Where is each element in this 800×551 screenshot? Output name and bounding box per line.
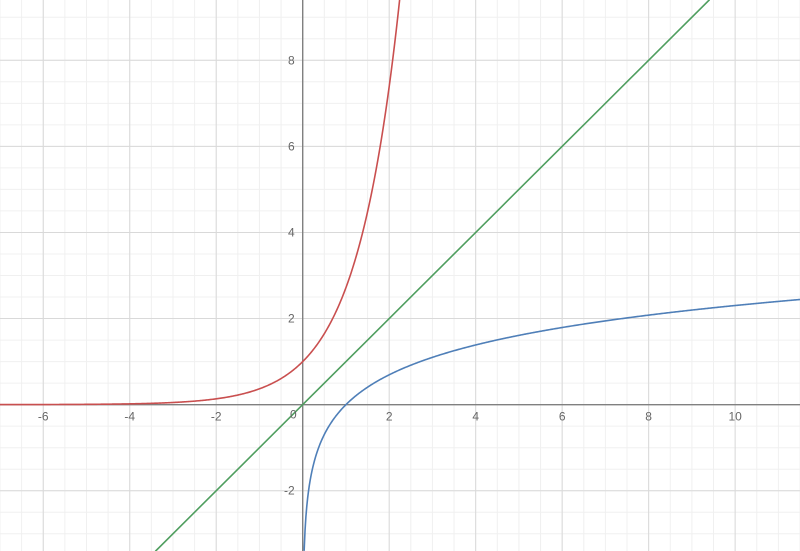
function-plot: -6 -4 -2 0 2 4 6 8 10 -2 2 4 6 8 [0, 0, 800, 551]
y-tick-label: -2 [284, 484, 295, 498]
plot-svg: -6 -4 -2 0 2 4 6 8 10 -2 2 4 6 8 [0, 0, 800, 551]
y-tick-label: 2 [288, 312, 295, 326]
x-tick-label: 4 [472, 410, 479, 424]
x-tick-label: 8 [645, 410, 652, 424]
x-tick-label: 2 [386, 410, 393, 424]
y-tick-label: 8 [288, 53, 295, 67]
y-tick-label: 6 [288, 139, 295, 153]
y-tick-label: 4 [288, 225, 295, 239]
x-tick-label: -4 [124, 410, 135, 424]
x-tick-label: 6 [559, 410, 566, 424]
x-tick-label: 10 [728, 410, 742, 424]
x-tick-label: -6 [38, 410, 49, 424]
x-tick-label: -2 [211, 410, 222, 424]
tick-label-origin: 0 [290, 408, 297, 422]
